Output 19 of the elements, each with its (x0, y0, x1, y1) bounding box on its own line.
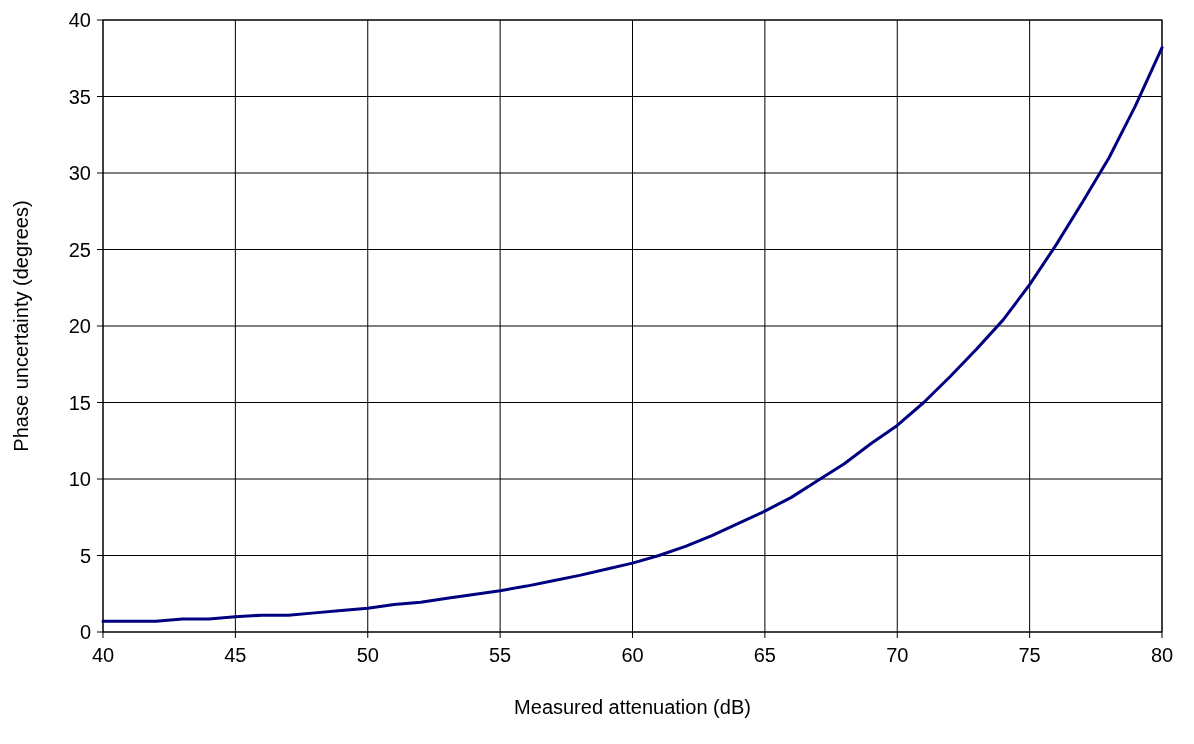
y-axis-title: Phase uncertainty (degrees) (10, 200, 32, 452)
y-tick-label: 10 (68, 468, 91, 490)
y-tick-label: 20 (68, 315, 91, 337)
y-tick-label: 30 (68, 162, 91, 184)
x-tick-label: 75 (1018, 644, 1041, 666)
y-tick-label: 0 (79, 621, 91, 643)
x-tick-label: 60 (621, 644, 644, 666)
y-tick-label: 40 (68, 9, 91, 31)
y-tick-label: 35 (68, 85, 91, 108)
x-axis-title: Measured attenuation (dB) (514, 696, 751, 718)
y-tick-label: 25 (68, 238, 91, 261)
x-tick-label: 80 (1150, 644, 1174, 666)
y-tick-label: 15 (68, 391, 91, 414)
x-tick-label: 50 (356, 644, 379, 666)
x-tick-label: 45 (224, 644, 247, 666)
x-tick-label: 70 (886, 644, 909, 666)
y-tick-label: 5 (79, 544, 91, 567)
x-tick-label: 55 (489, 644, 512, 666)
x-tick-label: 65 (753, 644, 776, 666)
